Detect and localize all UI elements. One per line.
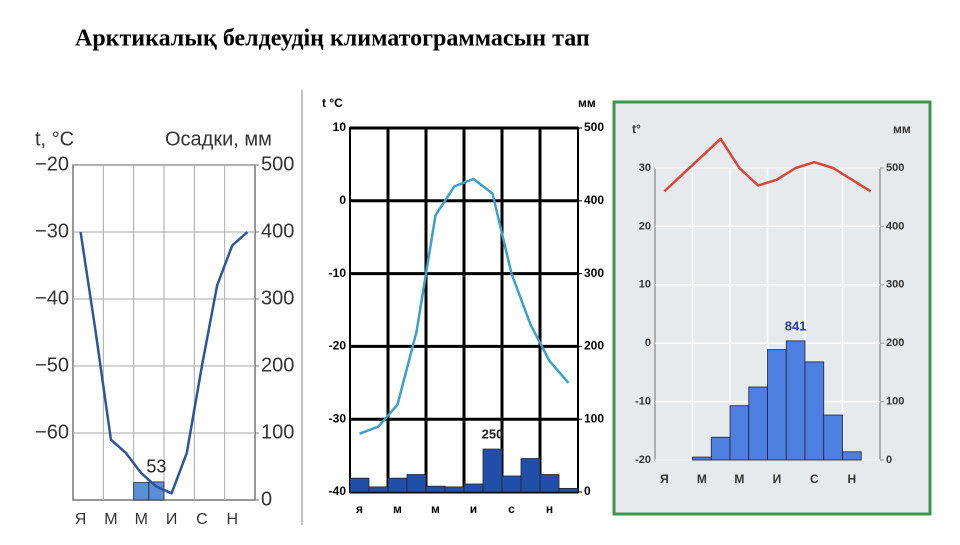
precipitation-bar xyxy=(148,481,165,501)
total-precipitation: 53 xyxy=(146,457,166,477)
y2-tick-label: 100 xyxy=(261,421,294,443)
precipitation-bar xyxy=(748,386,768,461)
precipitation-bar xyxy=(133,482,150,501)
y-tick-label: -20 xyxy=(329,339,347,353)
y2-tick-label: 100 xyxy=(886,396,904,408)
y-axis-label: t° xyxy=(632,122,641,136)
x-tick-label: с xyxy=(508,502,515,516)
precipitation-bar xyxy=(501,475,522,493)
y-tick-label: 0 xyxy=(339,193,346,207)
precipitation-bar xyxy=(425,485,446,493)
y-tick-label: 10 xyxy=(639,279,651,291)
y2-axis-label: мм xyxy=(578,96,596,110)
y-tick-label: −40 xyxy=(35,287,69,309)
y-tick-label: -10 xyxy=(635,396,651,408)
precipitation-bar xyxy=(767,349,787,461)
precipitation-bar xyxy=(785,340,806,461)
temperature-line xyxy=(663,137,872,193)
y2-tick-label: 300 xyxy=(584,266,604,280)
x-tick-label: и xyxy=(470,502,477,516)
y2-axis-label: Осадки, мм xyxy=(165,128,272,150)
y-tick-label: −20 xyxy=(35,153,69,175)
y2-tick-label: 200 xyxy=(886,337,904,349)
x-tick-label: М xyxy=(697,472,707,486)
y-tick-label: 10 xyxy=(333,120,347,134)
precipitation-bar xyxy=(558,487,579,493)
y2-tick-label: 0 xyxy=(584,484,591,498)
x-tick-label: С xyxy=(810,472,819,486)
x-tick-label: Я xyxy=(660,472,669,486)
x-tick-label: М xyxy=(104,511,117,528)
precipitation-bar xyxy=(406,474,427,493)
temperature-line xyxy=(79,231,249,495)
y-tick-label: -20 xyxy=(635,454,651,466)
x-tick-label: м xyxy=(431,502,440,516)
precipitation-bar xyxy=(692,456,712,461)
y2-tick-label: 300 xyxy=(886,279,904,291)
y-axis-label: t °C xyxy=(322,96,343,110)
y2-tick-label: 0 xyxy=(261,488,272,510)
y2-tick-label: 0 xyxy=(886,454,892,466)
y-tick-label: 30 xyxy=(639,162,651,174)
precipitation-bar xyxy=(368,486,389,493)
x-tick-label: м xyxy=(393,502,402,516)
precipitation-bar xyxy=(729,405,750,461)
y2-tick-label: 200 xyxy=(584,339,604,353)
x-tick-label: С xyxy=(196,511,208,528)
precipitation-bar xyxy=(842,451,862,461)
x-tick-label: н xyxy=(546,502,553,516)
y2-tick-label: 200 xyxy=(261,354,294,376)
slide-title: Арктикалық белдеудің климатограммасын та… xyxy=(75,26,590,52)
precipitation-bar xyxy=(444,486,465,493)
y-tick-label: 0 xyxy=(645,337,651,349)
precipitation-bar xyxy=(349,477,370,493)
x-tick-label: М xyxy=(135,511,148,528)
y-tick-label: 20 xyxy=(639,220,651,232)
precipitation-bar xyxy=(463,483,484,493)
total-precipitation: 841 xyxy=(785,318,807,333)
y2-tick-label: 400 xyxy=(261,220,294,242)
x-tick-label: Н xyxy=(848,472,857,486)
x-tick-label: я xyxy=(356,502,363,516)
precipitation-bar xyxy=(387,477,408,493)
x-tick-label: И xyxy=(773,472,782,486)
y2-tick-label: 400 xyxy=(584,193,604,207)
y2-tick-label: 500 xyxy=(584,120,604,134)
precipitation-bar xyxy=(710,436,731,461)
y2-tick-label: 300 xyxy=(261,287,294,309)
precipitation-bar xyxy=(823,414,843,461)
precipitation-bar xyxy=(804,361,825,461)
y-axis-label: t, °C xyxy=(35,128,74,150)
y2-tick-label: 500 xyxy=(886,162,904,174)
precipitation-bar xyxy=(520,458,541,493)
y2-axis-label: мм xyxy=(893,122,911,136)
y2-tick-label: 100 xyxy=(584,411,604,425)
x-tick-label: Я xyxy=(75,511,87,528)
precipitation-bar xyxy=(482,448,503,493)
y-tick-label: −30 xyxy=(35,220,69,242)
total-precipitation: 250 xyxy=(482,426,504,441)
y-tick-label: -30 xyxy=(329,411,347,425)
y-tick-label: -10 xyxy=(329,266,347,280)
x-tick-label: И xyxy=(166,511,178,528)
x-tick-label: М xyxy=(734,472,744,486)
temperature-line xyxy=(359,177,570,435)
y2-tick-label: 400 xyxy=(886,220,904,232)
y-tick-label: -40 xyxy=(329,484,347,498)
x-tick-label: Н xyxy=(226,511,238,528)
y-tick-label: −60 xyxy=(35,421,69,443)
precipitation-bar xyxy=(539,474,560,493)
y2-tick-label: 500 xyxy=(261,153,294,175)
y-tick-label: −50 xyxy=(35,354,69,376)
